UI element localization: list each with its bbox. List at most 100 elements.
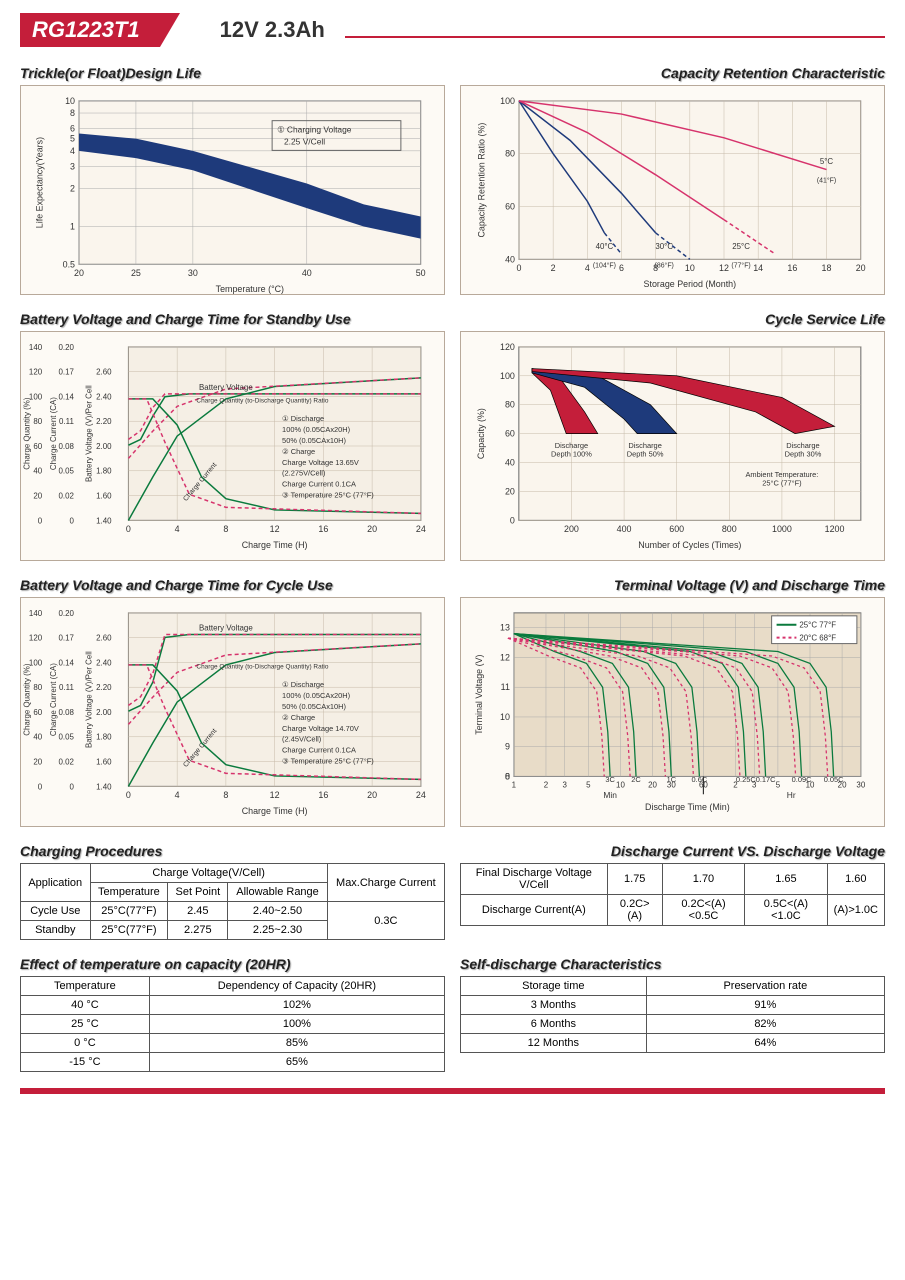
svg-text:3C: 3C [605,775,615,784]
svg-text:4: 4 [175,524,180,534]
svg-text:0.17C: 0.17C [756,775,776,784]
svg-text:2.60: 2.60 [96,634,112,643]
svg-text:1C: 1C [667,775,677,784]
spec-text: 12V 2.3Ah [220,17,325,43]
svg-text:80: 80 [505,400,515,410]
svg-text:4: 4 [70,146,75,156]
svg-text:2.25 V/Cell: 2.25 V/Cell [284,136,325,146]
svg-text:2C: 2C [631,775,641,784]
table-row: Final Discharge Voltage V/Cell 1.75 1.70… [461,864,885,895]
svg-text:14: 14 [753,263,763,273]
svg-text:120: 120 [29,368,43,377]
svg-text:6: 6 [619,263,624,273]
svg-text:Temperature (°C): Temperature (°C) [216,284,284,294]
svg-text:1.60: 1.60 [96,758,112,767]
svg-text:0.17: 0.17 [58,634,73,643]
svg-text:0.14: 0.14 [58,658,74,667]
svg-text:Hr: Hr [787,790,796,800]
chart3: 0481216202402040608010012014000.020.050.… [20,331,445,561]
chart2: 4060801000246810121416182040°C(104°F)30°… [460,85,885,295]
chart4-title: Cycle Service Life [460,311,885,327]
svg-text:Depth 30%: Depth 30% [785,450,822,459]
svg-text:Capacity (%): Capacity (%) [476,408,486,459]
svg-text:30: 30 [856,780,865,789]
svg-text:0: 0 [69,516,74,525]
svg-text:2.00: 2.00 [96,708,112,717]
svg-text:0.20: 0.20 [58,343,74,352]
svg-text:30: 30 [188,268,198,278]
svg-text:0.25C: 0.25C [736,775,756,784]
svg-text:10: 10 [685,263,695,273]
self-title: Self-discharge Characteristics [460,956,885,972]
svg-text:200: 200 [564,524,579,534]
svg-text:② Charge: ② Charge [282,447,315,456]
svg-text:1: 1 [512,780,517,789]
svg-text:100: 100 [500,96,515,106]
svg-text:100% (0.05CAx20H): 100% (0.05CAx20H) [282,425,351,434]
svg-text:12: 12 [500,652,510,662]
svg-text:16: 16 [787,263,797,273]
svg-text:20°C 68°F: 20°C 68°F [799,634,836,643]
model-badge: RG1223T1 [20,13,160,47]
svg-text:(77°F): (77°F) [731,261,750,269]
table-row: 12 Months64% [461,1034,885,1053]
svg-text:Discharge Time (Min): Discharge Time (Min) [645,802,730,812]
svg-text:9: 9 [505,742,510,752]
svg-text:4: 4 [585,263,590,273]
th-cv: Charge Voltage(V/Cell) [90,864,327,883]
svg-text:5: 5 [70,134,75,144]
svg-text:120: 120 [29,634,43,643]
svg-text:2.20: 2.20 [96,417,112,426]
svg-text:0.08: 0.08 [58,442,74,451]
svg-text:5: 5 [586,780,591,789]
svg-text:(2.275V/Cell): (2.275V/Cell) [282,469,326,478]
svg-text:① Discharge: ① Discharge [282,414,324,423]
chart2-title: Capacity Retention Characteristic [460,65,885,81]
discharge-table: Final Discharge Voltage V/Cell 1.75 1.70… [460,863,885,926]
svg-text:0.11: 0.11 [59,683,74,692]
svg-text:30°C: 30°C [655,242,673,251]
svg-text:600: 600 [669,524,684,534]
svg-text:Battery Voltage (V)/Per Cell: Battery Voltage (V)/Per Cell [85,651,94,748]
svg-text:Discharge: Discharge [628,441,661,450]
svg-text:2: 2 [70,184,75,194]
svg-text:20: 20 [856,263,866,273]
svg-text:2.40: 2.40 [96,658,112,667]
svg-text:0.09C: 0.09C [792,775,812,784]
svg-text:① Discharge: ① Discharge [282,680,324,689]
charging-table: Application Charge Voltage(V/Cell) Max.C… [20,863,445,940]
svg-text:0: 0 [126,790,131,800]
svg-text:Charge Quantity (to-Discharge: Charge Quantity (to-Discharge Quantity) … [196,398,328,405]
svg-text:Capacity Retention Ratio (%): Capacity Retention Ratio (%) [476,123,486,238]
header: RG1223T1 12V 2.3Ah [20,10,885,50]
svg-text:1.40: 1.40 [96,782,112,791]
svg-text:Min: Min [603,790,617,800]
svg-text:0.05: 0.05 [58,733,74,742]
svg-text:2.20: 2.20 [96,683,112,692]
svg-text:60: 60 [505,201,515,211]
svg-text:Battery Voltage: Battery Voltage [199,624,253,633]
svg-text:2.60: 2.60 [96,368,112,377]
svg-text:10: 10 [65,96,75,106]
chart3-title: Battery Voltage and Charge Time for Stan… [20,311,445,327]
svg-text:20: 20 [74,268,84,278]
svg-text:10: 10 [500,712,510,722]
svg-text:0: 0 [505,771,510,781]
temp-title: Effect of temperature on capacity (20HR) [20,956,445,972]
svg-text:1.80: 1.80 [96,733,112,742]
svg-text:20: 20 [648,780,657,789]
svg-text:40: 40 [505,254,515,264]
th-max: Max.Charge Current [327,864,444,902]
svg-text:100% (0.05CAx20H): 100% (0.05CAx20H) [282,691,351,700]
svg-text:20: 20 [505,486,515,496]
charging-title: Charging Procedures [20,843,445,859]
svg-text:40: 40 [33,467,42,476]
svg-text:25°C (77°F): 25°C (77°F) [762,479,802,488]
svg-text:12: 12 [270,790,280,800]
svg-text:0.6C: 0.6C [692,775,708,784]
self-table: Storage timePreservation rate 3 Months91… [460,976,885,1053]
svg-text:40: 40 [33,733,42,742]
svg-text:0.20: 0.20 [58,609,74,618]
svg-text:Number of Cycles (Times): Number of Cycles (Times) [638,540,741,550]
svg-text:Terminal Voltage (V): Terminal Voltage (V) [474,655,484,735]
